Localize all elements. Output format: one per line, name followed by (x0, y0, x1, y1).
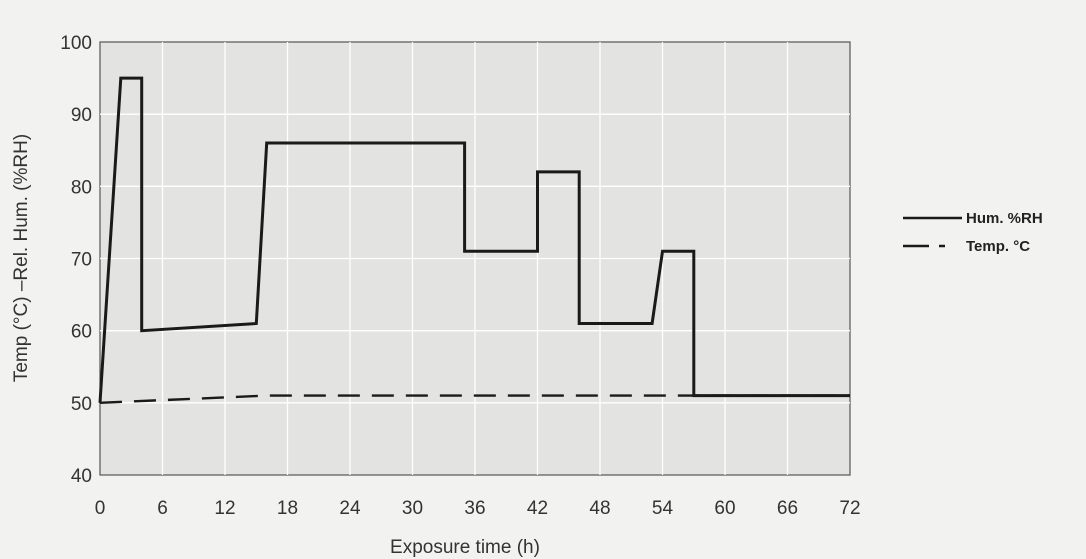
x-tick-label: 66 (777, 498, 798, 519)
grid (100, 42, 850, 475)
y-tick-label: 50 (71, 394, 92, 415)
x-tick-label: 60 (714, 498, 735, 519)
y-tick-label: 80 (71, 177, 92, 198)
x-tick-label: 12 (214, 498, 235, 519)
series (98, 76, 850, 404)
y-axis-title: Temp (°C) –Rel. Hum. (%RH) (11, 134, 32, 382)
x-tick-label: 48 (589, 498, 610, 519)
y-tick-label: 70 (71, 250, 92, 271)
x-tick-label: 0 (95, 498, 106, 519)
y-tick-label: 100 (60, 33, 92, 54)
y-tick-label: 60 (71, 322, 92, 343)
x-tick-label: 36 (464, 498, 485, 519)
x-tick-label: 6 (157, 498, 168, 519)
legend-label: Hum. %RH (966, 210, 1043, 227)
humidity-series-line (98, 76, 850, 403)
y-tick-label: 90 (71, 105, 92, 126)
y-tick-label: 40 (71, 466, 92, 487)
temperature-series-line (99, 394, 850, 404)
x-tick-label: 30 (402, 498, 423, 519)
x-tick-label: 54 (652, 498, 674, 519)
x-tick-label: 42 (527, 498, 548, 519)
x-axis-title: Exposure time (h) (390, 537, 540, 558)
tick-labels: 0 6 12 18 24 30 36 42 48 54 60 66 72 40 50 60 70 80 90 100 (60, 33, 860, 519)
x-tick-label: 24 (339, 498, 361, 519)
x-tick-label: 18 (277, 498, 298, 519)
x-tick-label: 72 (839, 498, 860, 519)
legend: Hum. %RH Temp. °C (903, 210, 1043, 255)
legend-label: Temp. °C (966, 238, 1030, 255)
